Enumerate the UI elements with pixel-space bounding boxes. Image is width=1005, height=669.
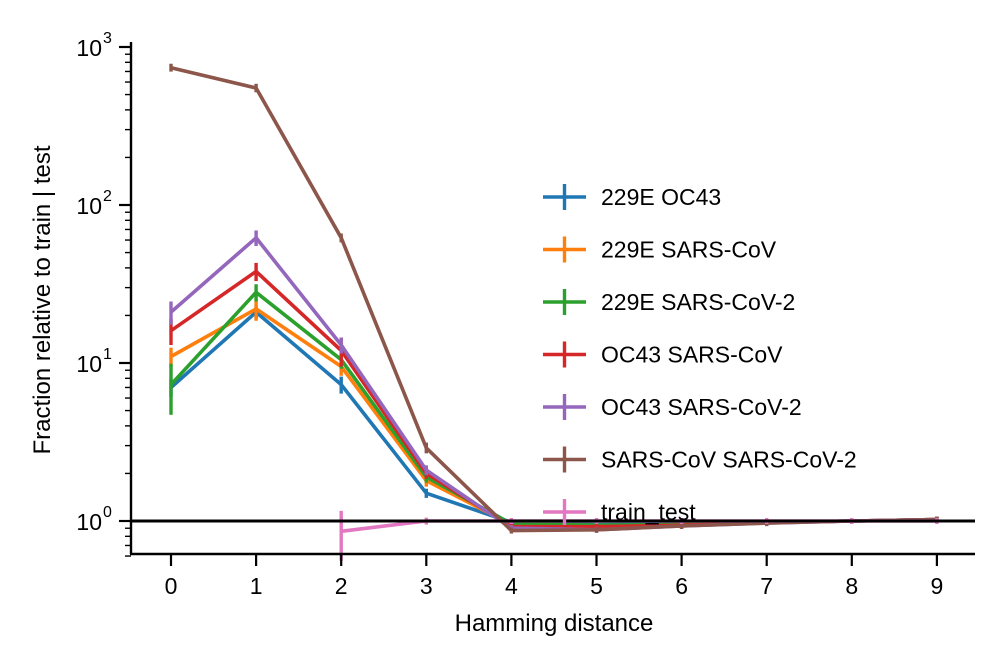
x-tick-label: 3 (420, 573, 433, 599)
series-line (170, 307, 937, 528)
series-line (169, 236, 937, 532)
series-line (169, 269, 937, 529)
x-tick-label: 5 (590, 573, 603, 599)
x-tick-label: 0 (165, 573, 178, 599)
y-axis-label: Fraction relative to train | test (29, 145, 56, 454)
series-line (169, 310, 937, 527)
y-tick-label: 10 (76, 193, 102, 219)
x-tick-label: 6 (675, 573, 688, 599)
legend-label: OC43 SARS-CoV-2 (601, 394, 802, 420)
x-tick-label: 9 (931, 573, 944, 599)
legend-label: SARS-CoV SARS-CoV-2 (601, 447, 857, 473)
x-axis-ticks: 0 1 2 3 4 5 6 7 8 9 (165, 554, 944, 599)
y-tick-exponent: 1 (103, 346, 112, 363)
y-tick-label: 10 (76, 509, 102, 535)
x-tick-label: 4 (505, 573, 518, 599)
y-tick-label: 10 (76, 35, 102, 61)
legend-label: 229E SARS-CoV-2 (601, 289, 795, 315)
x-tick-label: 2 (335, 573, 348, 599)
y-tick-exponent: 0 (103, 504, 112, 521)
y-tick-exponent: 3 (103, 30, 112, 47)
series-lines (169, 63, 939, 561)
legend-label: 229E OC43 (601, 184, 721, 210)
x-tick-label: 7 (760, 573, 773, 599)
legend-label: train_test (601, 499, 696, 525)
x-tick-label: 8 (845, 573, 858, 599)
legend: 229E OC43 229E SARS-CoV 229E SARS-CoV-2 OC4… (543, 184, 857, 525)
legend-label: OC43 SARS-CoV (601, 342, 783, 368)
y-tick-exponent: 2 (103, 188, 112, 205)
x-tick-label: 1 (250, 573, 263, 599)
legend-label: 229E SARS-CoV (601, 237, 777, 263)
y-tick-label: 10 (76, 351, 102, 377)
x-axis-label: Hamming distance (455, 610, 654, 637)
